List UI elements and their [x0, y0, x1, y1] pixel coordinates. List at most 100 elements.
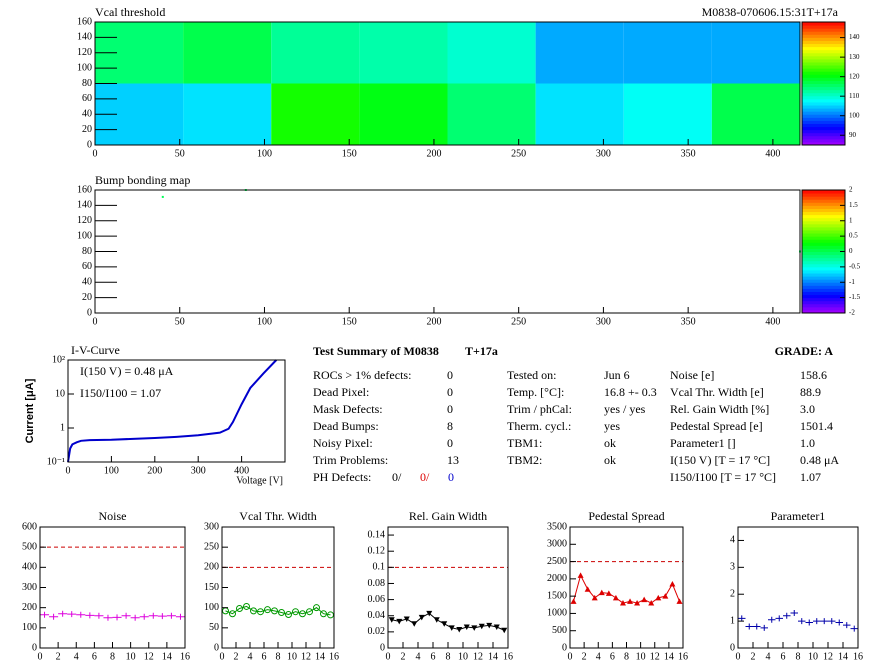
palette — [802, 86, 845, 91]
x-tick-label: 350 — [681, 316, 696, 327]
y-tick-label: 0.14 — [368, 529, 386, 540]
id-label: M0838-070606.15:31T+17a — [702, 5, 839, 19]
summary-value: 0 — [447, 368, 453, 382]
z-tick-label: 110 — [849, 92, 860, 100]
palette — [802, 31, 845, 35]
palette — [802, 220, 845, 225]
x-tick-label: 12 — [301, 651, 311, 662]
x-tick-label: 50 — [175, 316, 185, 327]
marker — [166, 612, 176, 619]
palette — [802, 123, 845, 128]
palette — [802, 242, 845, 246]
marker — [820, 618, 828, 625]
palette — [802, 208, 845, 213]
palette — [802, 233, 845, 237]
x-tick-label: 16 — [853, 651, 863, 662]
summary-value: 1.07 — [800, 470, 821, 484]
y-tick-label: 500 — [552, 625, 567, 636]
heatmap-cell — [623, 83, 712, 145]
y-tick-label: 0 — [87, 139, 92, 150]
grade: GRADE: A — [775, 344, 834, 358]
x-tick-label: 6 — [610, 651, 615, 662]
x-tick-label: 150 — [342, 316, 357, 327]
summary-label: Trim / phCal: — [507, 402, 572, 416]
palette — [802, 28, 845, 32]
marker — [264, 606, 271, 614]
summary-value: 13 — [447, 453, 459, 467]
x-tick-label: 8 — [624, 651, 629, 662]
marker — [130, 614, 140, 621]
x-tick-label: 200 — [426, 148, 441, 159]
palette — [802, 92, 845, 97]
palette — [802, 239, 845, 243]
summary-tag: T+17a — [465, 344, 498, 358]
summary-label: Vcal Thr. Width [e] — [670, 385, 764, 399]
summary-value: 0/ — [392, 470, 402, 484]
z-tick-label: -2 — [849, 309, 855, 317]
heatmap-cell — [271, 22, 360, 84]
marker — [598, 589, 605, 596]
summary-label: Noisy Pixel: — [313, 436, 373, 450]
marker — [229, 610, 236, 618]
palette — [802, 114, 845, 118]
x-tick-label: 100 — [257, 148, 272, 159]
heatmap-cell — [359, 83, 448, 145]
marker — [612, 594, 619, 601]
palette — [802, 95, 845, 100]
marker — [619, 600, 626, 606]
frame — [39, 526, 186, 649]
palette — [802, 55, 845, 60]
palette — [802, 251, 845, 256]
palette — [802, 132, 845, 137]
marker — [753, 623, 761, 630]
palette — [802, 226, 845, 231]
palette — [802, 138, 845, 143]
y-tick-label: 400 — [22, 562, 37, 573]
y-tick-label: 20 — [82, 124, 92, 135]
marker — [94, 612, 104, 619]
heatmap-cell — [623, 22, 712, 84]
summary-value: 0 — [447, 402, 453, 416]
marker — [835, 619, 843, 626]
summary-value: yes — [604, 419, 620, 433]
summary-label: Tested on: — [507, 368, 556, 382]
y-tick-label: 0.04 — [368, 610, 386, 621]
annotation: I(150 V) = 0.48 μA — [80, 364, 174, 378]
palette — [802, 40, 845, 45]
marker — [403, 616, 410, 622]
x-tick-label: 200 — [426, 316, 441, 327]
heatmap-cell — [535, 22, 624, 84]
marker — [388, 617, 395, 623]
summary-label: ROCs > 1% defects: — [313, 368, 411, 382]
y-tick-label: 80 — [82, 246, 92, 257]
palette — [802, 276, 845, 280]
summary-label: TBM1: — [507, 436, 542, 450]
summary-label: I150/I100 [T = 17 °C] — [670, 470, 776, 484]
palette — [802, 105, 845, 109]
x-tick-label: 10 — [458, 651, 468, 662]
y-tick-label: 140 — [77, 200, 92, 211]
palette — [802, 282, 845, 286]
x-tick-label: 12 — [823, 651, 833, 662]
summary-label: PH Defects: — [313, 470, 371, 484]
y-tick-label: 100 — [77, 230, 92, 241]
x-tick-label: 0 — [38, 651, 43, 662]
marker — [655, 594, 662, 601]
y-tick-label: 3500 — [547, 521, 567, 532]
x-tick-label: 16 — [329, 651, 339, 662]
summary-value: 3.0 — [800, 402, 815, 416]
marker — [411, 621, 418, 627]
marker — [175, 613, 185, 620]
marker — [584, 586, 591, 592]
palette — [802, 65, 845, 69]
summary-label: Temp. [°C]: — [507, 385, 564, 399]
marker — [148, 612, 158, 619]
palette — [802, 129, 845, 134]
palette — [802, 248, 845, 252]
summary-value: 8 — [447, 419, 453, 433]
frame — [387, 526, 509, 649]
y-tick-label: 600 — [22, 521, 37, 532]
y-tick-label: 300 — [22, 582, 37, 593]
x-tick-label: 8 — [110, 651, 115, 662]
